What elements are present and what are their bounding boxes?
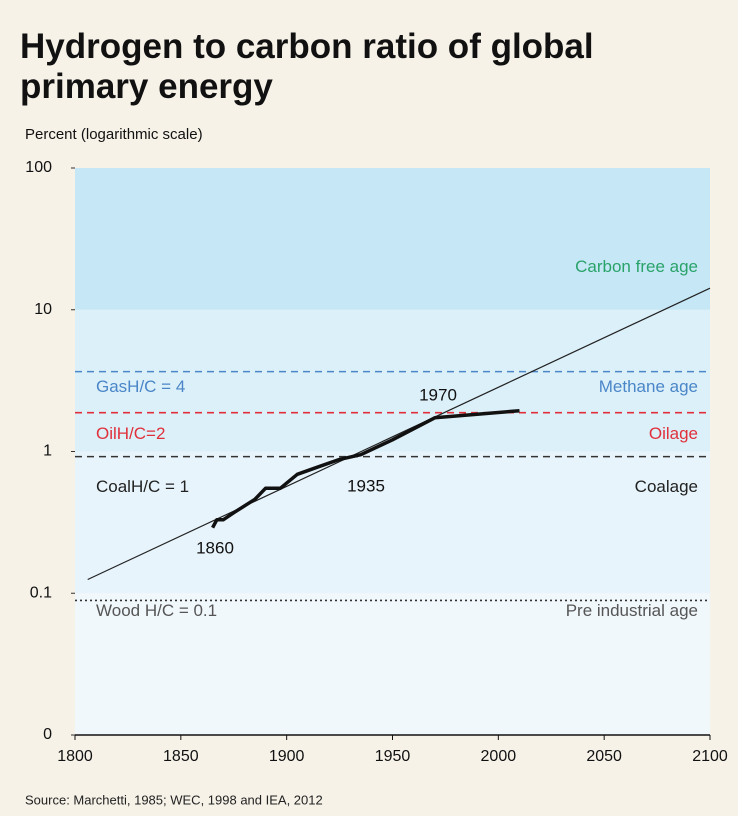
reference-label: GasH/C = 4 [96, 377, 185, 396]
y-tick-label: 0.1 [30, 584, 52, 601]
age-label: Oilage [649, 424, 698, 443]
x-tick-label: 1850 [163, 748, 199, 765]
series-line [87, 287, 711, 581]
annotation: 1935 [347, 476, 385, 495]
age-label: Pre industrial age [566, 601, 698, 620]
x-tick-label: 2100 [692, 748, 728, 765]
series-line [211, 408, 520, 529]
band [75, 168, 710, 310]
y-tick-label: 10 [34, 301, 52, 318]
y-tick-label: 100 [25, 159, 52, 176]
x-tick-label: 2000 [481, 748, 517, 765]
band [75, 593, 710, 735]
y-tick-label: 0 [43, 726, 52, 743]
age-label: Coalage [635, 477, 698, 496]
band-label: Carbon free age [575, 257, 698, 276]
reference-label: OilH/C=2 [96, 424, 165, 443]
chart-title: Hydrogen to carbon ratio of global [20, 27, 594, 66]
reference-label: Wood H/C = 0.1 [96, 601, 217, 620]
x-tick-label: 1950 [375, 748, 411, 765]
x-tick-label: 1900 [269, 748, 305, 765]
x-tick-label: 2050 [586, 748, 622, 765]
y-tick-label: 1 [43, 443, 52, 460]
annotation: 1970 [419, 385, 457, 404]
chart-title: primary energy [20, 67, 273, 106]
x-tick-label: 1800 [57, 748, 93, 765]
annotation: 1860 [196, 538, 234, 557]
y-axis-label: Percent (logarithmic scale) [25, 126, 203, 143]
band [75, 451, 710, 594]
age-label: Methane age [599, 377, 698, 396]
reference-label: CoalH/C = 1 [96, 477, 189, 496]
band [75, 309, 710, 452]
source: Source: Marchetti, 1985; WEC, 1998 and I… [25, 792, 323, 807]
